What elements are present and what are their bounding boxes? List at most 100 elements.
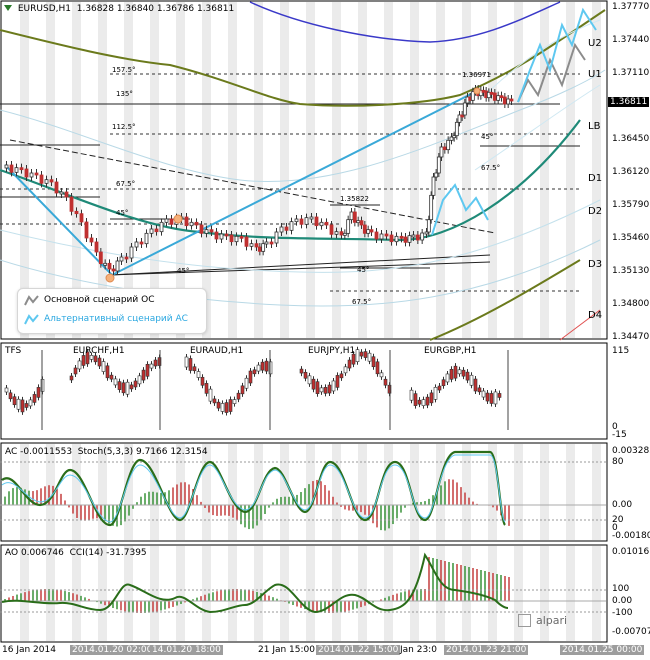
tfs-candle	[331, 380, 336, 392]
price-annotation: 1.35822	[340, 195, 369, 203]
tfs-candle	[327, 384, 332, 394]
brand-name: alpari	[536, 614, 568, 627]
time-label: 14.01.20 18:00	[150, 645, 223, 655]
candle-body	[359, 220, 364, 226]
tfs-candle	[77, 360, 82, 370]
candle-body	[98, 251, 103, 265]
time-label: 2014.01.23 21:00	[444, 645, 529, 655]
annotation: 157.5°	[112, 66, 136, 74]
candle-body	[454, 121, 459, 137]
session-stripe	[488, 2, 497, 338]
session-stripe	[150, 546, 159, 641]
tfs-candle	[208, 388, 213, 402]
candle-body	[119, 256, 124, 262]
tfs-candle	[485, 392, 490, 402]
tfs-candle	[383, 378, 388, 386]
session-stripe	[254, 2, 263, 338]
annotation: 112.5°	[112, 123, 136, 131]
candle-body	[209, 229, 214, 233]
candle-body	[74, 210, 79, 215]
session-stripe	[72, 2, 81, 338]
candle-body	[64, 191, 69, 198]
candle-body	[264, 241, 269, 245]
tfs-candle	[421, 399, 426, 406]
annotation: 67.5°	[116, 180, 136, 188]
candle-body	[352, 211, 357, 223]
tfs-candle	[20, 399, 25, 413]
session-stripe	[332, 2, 341, 338]
ac-scale: -0.001802	[612, 531, 650, 541]
candle-body	[486, 91, 491, 99]
ac-scale: 0	[612, 523, 618, 533]
tfs-candle	[125, 381, 130, 395]
annotation: 45°	[481, 133, 494, 141]
session-stripe	[566, 444, 575, 540]
level-label-u1: U1	[588, 69, 602, 80]
candle-body	[294, 218, 299, 223]
lower-envelope	[429, 259, 581, 341]
tfs-candle	[141, 369, 146, 381]
candle-body	[356, 220, 361, 224]
tfs-candle	[323, 387, 328, 394]
candle-body	[24, 168, 29, 178]
candle-body	[369, 229, 374, 233]
tfs-candle	[425, 396, 430, 406]
candle-body	[289, 221, 294, 231]
session-stripe	[462, 444, 471, 540]
tfs-candle	[28, 399, 33, 407]
session-stripe	[176, 546, 185, 641]
candle-body	[204, 229, 209, 234]
tfs-candle	[441, 379, 446, 387]
moving-average	[0, 119, 581, 242]
price-annotation: 1.36971	[462, 71, 491, 79]
session-stripe	[254, 546, 263, 641]
tfs-candle	[145, 363, 150, 377]
session-stripes	[20, 2, 601, 641]
session-stripe	[540, 546, 549, 641]
tfs-candle	[81, 355, 86, 366]
tfs-candle	[260, 361, 265, 371]
alpari-logo-icon	[518, 614, 531, 627]
session-stripe	[46, 546, 55, 641]
tfs-candle	[204, 383, 209, 394]
price-tick: 1.35130	[612, 266, 650, 276]
session-stripe	[306, 444, 315, 540]
price-tick: 1.35460	[612, 233, 650, 243]
candle-body	[9, 164, 14, 173]
brand-logo: alpari	[518, 614, 567, 627]
tfs-candle	[307, 375, 312, 385]
legend-alt-label: Альтернативный сценарий АС	[44, 314, 188, 324]
annotation: 67.5°	[352, 298, 372, 306]
candle-body	[457, 114, 462, 123]
tfs-candle	[493, 391, 498, 405]
tfs-candle	[192, 366, 197, 372]
session-stripe	[150, 444, 159, 540]
session-stripe	[384, 2, 393, 338]
cci-line	[1, 552, 509, 614]
ac-title: AC -0.0011553 Stoch(5,3,3) 9.7166 12.315…	[5, 447, 208, 457]
tfs-candle	[465, 371, 470, 381]
tfs-pair-label: EURJPY,H1	[308, 346, 356, 356]
annotation: 67.5°	[481, 164, 501, 172]
scenario-legend: Основной сценарий ОС Альтернативный сцен…	[17, 288, 207, 334]
tfs-candle	[449, 369, 454, 380]
candle-body	[107, 262, 112, 270]
tfs-candle	[355, 349, 360, 362]
annotation: 135°	[116, 90, 133, 98]
tfs-candle	[339, 373, 344, 379]
ao-scale: 100	[612, 584, 630, 594]
session-stripe	[72, 444, 81, 540]
level-label-lb: LB	[588, 121, 601, 132]
tfs-candle	[16, 398, 21, 410]
session-stripe	[514, 444, 523, 540]
candle-body	[149, 228, 154, 234]
candle-body	[89, 237, 94, 243]
candle-body	[224, 233, 229, 237]
tfs-candle	[359, 351, 364, 357]
tfs-pair-label: EURCHF,H1	[73, 346, 125, 356]
candle-body	[164, 218, 169, 223]
candle-body	[420, 232, 425, 241]
level-label-d1: D1	[588, 173, 603, 184]
candle-body	[129, 246, 134, 259]
